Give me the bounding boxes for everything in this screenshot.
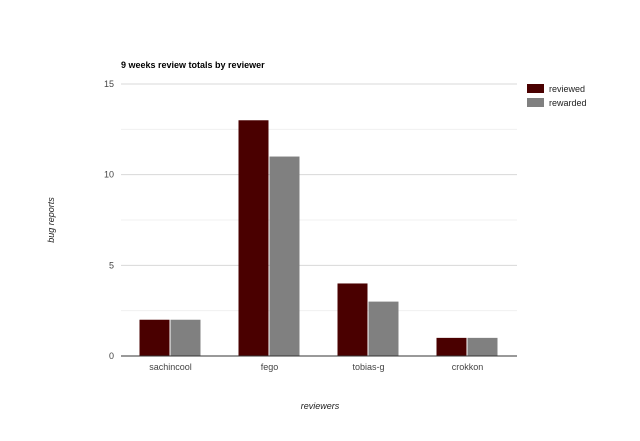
y-axis-label: bug reports xyxy=(46,197,56,243)
x-axis-label: reviewers xyxy=(301,401,340,411)
x-tick-label: crokkon xyxy=(452,362,484,372)
bar-rewarded-crokkon xyxy=(467,337,498,356)
bar-reviewed-fego xyxy=(238,120,269,357)
bars xyxy=(139,120,498,357)
bar-reviewed-tobias-g xyxy=(337,283,368,356)
bar-rewarded-tobias-g xyxy=(368,301,399,356)
legend-swatch-reviewed xyxy=(527,84,544,93)
bar-rewarded-sachincool xyxy=(170,319,201,356)
chart-title: 9 weeks review totals by reviewer xyxy=(121,60,265,70)
legend: reviewed rewarded xyxy=(527,84,587,108)
legend-label-rewarded: rewarded xyxy=(549,98,587,108)
gridlines xyxy=(121,83,517,312)
axes: 0 5 10 15 sachincool fego tobias-g crokkon xyxy=(104,79,517,372)
y-tick-label: 15 xyxy=(104,79,114,89)
bar-reviewed-sachincool xyxy=(139,319,170,356)
legend-label-reviewed: reviewed xyxy=(549,84,585,94)
y-tick-label: 5 xyxy=(109,260,114,270)
legend-swatch-rewarded xyxy=(527,98,544,107)
bar-rewarded-fego xyxy=(269,156,300,356)
y-tick-label: 10 xyxy=(104,170,114,180)
x-tick-label: tobias-g xyxy=(352,362,384,372)
y-tick-label: 0 xyxy=(109,351,114,361)
x-tick-label: sachincool xyxy=(149,362,192,372)
bar-reviewed-crokkon xyxy=(436,337,467,356)
x-tick-label: fego xyxy=(261,362,279,372)
